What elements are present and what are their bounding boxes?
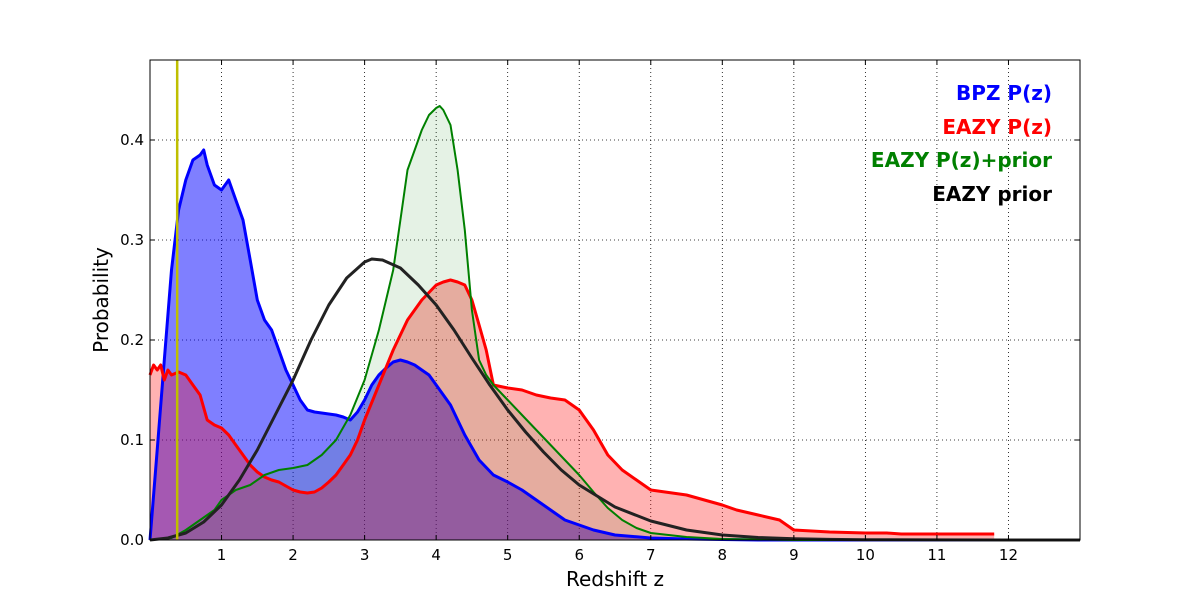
series-line-0 [148, 148, 1080, 542]
x-tick-label: 11 [927, 546, 946, 564]
legend-entry-eazy: EAZY P(z) [942, 115, 1052, 139]
legend-entry-eazy-prior-combined: EAZY P(z)+prior [871, 148, 1052, 172]
y-tick-label: 0.4 [120, 131, 144, 149]
series-fill-0 [150, 150, 1080, 540]
x-tick-label: 3 [360, 546, 370, 564]
x-tick-label: 1 [217, 546, 227, 564]
x-tick-label: 9 [789, 546, 799, 564]
y-tick-label: 0.1 [120, 431, 144, 449]
y-axis-title: Probability [89, 247, 113, 353]
legend-entry-bpz: BPZ P(z) [956, 81, 1052, 105]
ticks: 1 2 3 4 5 6 7 8 9 10 11 120.00.10.20.30.4 [120, 60, 1080, 564]
series-line-1 [148, 278, 995, 536]
x-tick-label: 5 [503, 546, 513, 564]
plot-frame [149, 59, 1081, 541]
series-line-2 [149, 105, 1080, 541]
x-tick-label: 10 [856, 546, 875, 564]
x-tick-label: 6 [574, 546, 584, 564]
series-line-3 [149, 257, 1080, 542]
x-tick-label: 7 [646, 546, 656, 564]
x-tick-label: 12 [999, 546, 1018, 564]
y-tick-label: 0.3 [120, 231, 144, 249]
y-tick-label: 0.2 [120, 331, 144, 349]
series-fill-1 [150, 280, 995, 540]
x-axis-title: Redshift z [566, 567, 664, 591]
series-layer [148, 60, 1080, 542]
legend-entry-eazy-prior: EAZY prior [932, 182, 1052, 206]
x-tick-label: 4 [431, 546, 441, 564]
series-fill-2 [150, 106, 1080, 540]
grid [150, 60, 1080, 540]
x-tick-label: 8 [718, 546, 728, 564]
y-tick-label: 0.0 [120, 531, 144, 549]
legend: BPZ P(z) EAZY P(z) EAZY P(z)+prior EAZY … [871, 81, 1052, 206]
x-tick-label: 2 [288, 546, 298, 564]
